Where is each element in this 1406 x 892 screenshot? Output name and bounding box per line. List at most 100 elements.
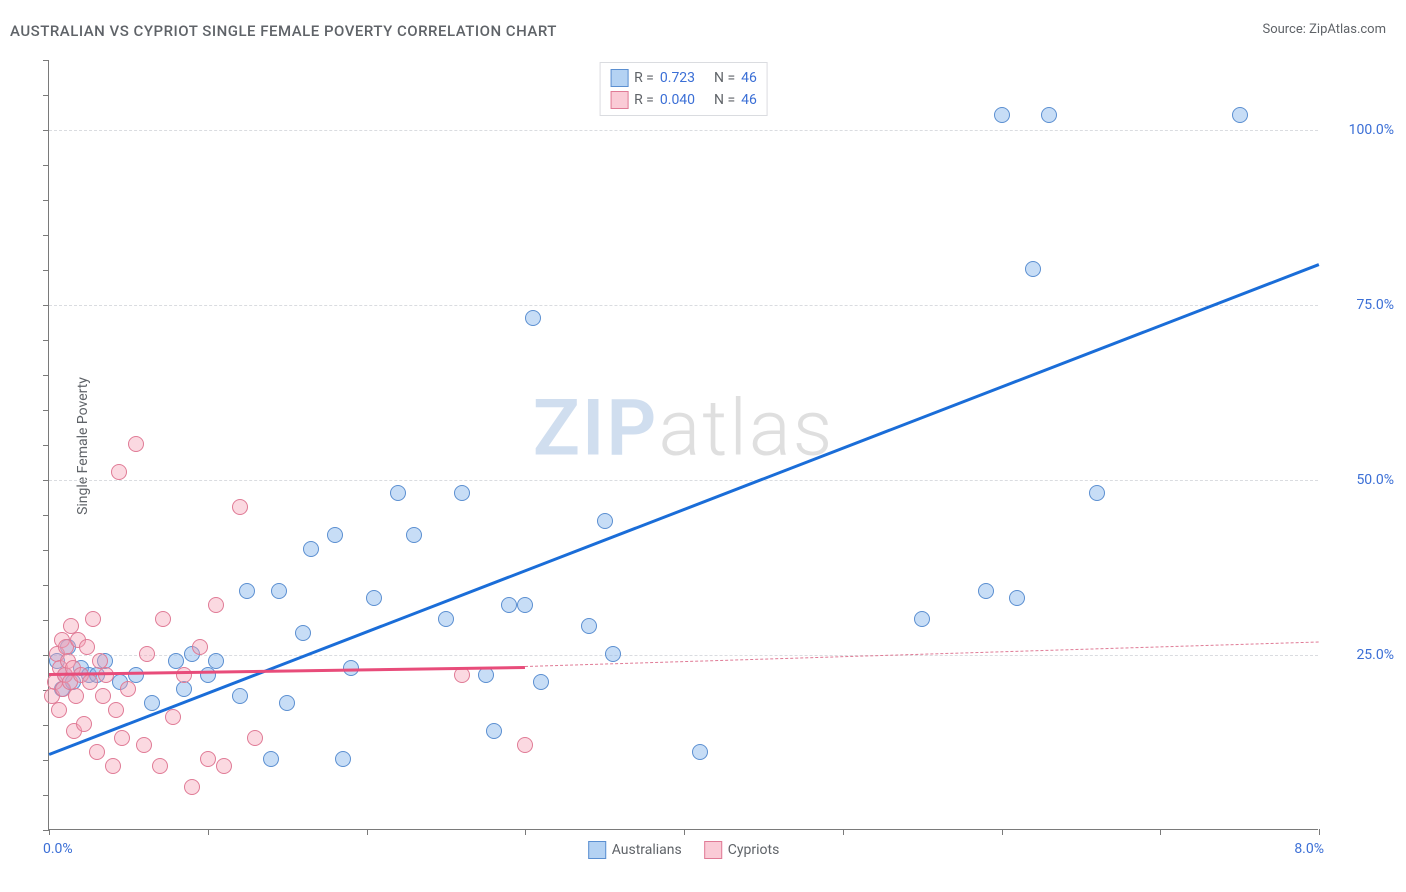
data-point-cypriots [155,611,171,627]
n-value-australians: 46 [741,70,757,86]
y-tick [43,305,49,306]
y-tick [43,620,49,621]
y-tick [43,165,49,166]
data-point-cypriots [208,597,224,613]
data-point-cypriots [232,499,248,515]
chart-title: AUSTRALIAN VS CYPRIOT SINGLE FEMALE POVE… [10,22,557,40]
legend-correlation: R = 0.723 N = 46 R = 0.040 N = 46 [599,62,768,116]
data-point-australians [176,681,192,697]
watermark-zip: ZIP [533,384,659,475]
data-point-australians [295,625,311,641]
x-label-max: 8.0% [1294,841,1324,857]
data-point-australians [200,667,216,683]
legend-label-cypriots: Cypriots [728,842,780,858]
n-label: N = [714,70,735,86]
data-point-australians [517,597,533,613]
gridline-h [49,655,1318,656]
y-tick [43,375,49,376]
legend-label-australians: Australians [612,842,682,858]
data-point-australians [1025,261,1041,277]
data-point-australians [144,695,160,711]
y-tick-label: 50.0% [1334,472,1394,488]
swatch-blue-icon [588,841,606,859]
x-tick [684,829,685,835]
y-tick [43,130,49,131]
data-point-australians [239,583,255,599]
x-tick [1319,829,1320,835]
gridline-h [49,305,1318,306]
x-tick [367,829,368,835]
data-point-australians [978,583,994,599]
trendline-extrapolated [525,641,1319,666]
n-value-cypriots: 46 [741,92,757,108]
data-point-cypriots [165,709,181,725]
data-point-cypriots [108,702,124,718]
data-point-cypriots [517,737,533,753]
y-tick [43,410,49,411]
y-tick [43,235,49,236]
data-point-cypriots [85,611,101,627]
data-point-australians [366,590,382,606]
legend-item-cypriots: Cypriots [704,841,780,859]
legend-item-australians: Australians [588,841,682,859]
data-point-australians [454,485,470,501]
data-point-cypriots [105,758,121,774]
data-point-australians [1232,107,1248,123]
gridline-h [49,130,1318,131]
data-point-australians [597,513,613,529]
y-tick [43,760,49,761]
y-tick-label: 75.0% [1334,297,1394,313]
data-point-cypriots [216,758,232,774]
chart-container: AUSTRALIAN VS CYPRIOT SINGLE FEMALE POVE… [0,0,1406,892]
data-point-australians [1009,590,1025,606]
data-point-cypriots [95,688,111,704]
data-point-australians [692,744,708,760]
watermark: ZIPatlas [533,384,834,475]
data-point-australians [994,107,1010,123]
data-point-australians [303,541,319,557]
x-tick [1160,829,1161,835]
data-point-cypriots [68,688,84,704]
y-tick [43,480,49,481]
x-tick [525,829,526,835]
data-point-australians [478,667,494,683]
y-tick-label: 25.0% [1334,647,1394,663]
x-tick [843,829,844,835]
source-label: Source: ZipAtlas.com [1262,22,1386,37]
legend-series: Australians Cypriots [588,841,780,859]
data-point-cypriots [152,758,168,774]
y-tick [43,550,49,551]
y-tick-label: 100.0% [1334,122,1394,138]
y-tick [43,270,49,271]
y-tick [43,725,49,726]
y-tick [43,585,49,586]
data-point-cypriots [128,436,144,452]
data-point-australians [486,723,502,739]
y-tick [43,445,49,446]
data-point-cypriots [89,744,105,760]
data-point-australians [1089,485,1105,501]
data-point-australians [605,646,621,662]
data-point-cypriots [176,667,192,683]
data-point-australians [406,527,422,543]
data-point-australians [438,611,454,627]
data-point-australians [327,527,343,543]
data-point-cypriots [120,681,136,697]
legend-row-cypriots: R = 0.040 N = 46 [610,89,757,111]
data-point-australians [533,674,549,690]
data-point-australians [581,618,597,634]
data-point-australians [1041,107,1057,123]
data-point-cypriots [76,716,92,732]
data-point-cypriots [184,779,200,795]
data-point-australians [271,583,287,599]
r-label: R = [634,70,654,86]
data-point-cypriots [114,730,130,746]
data-point-cypriots [79,639,95,655]
data-point-cypriots [247,730,263,746]
swatch-pink-icon [704,841,722,859]
legend-row-australians: R = 0.723 N = 46 [610,67,757,89]
data-point-australians [501,597,517,613]
data-point-australians [335,751,351,767]
data-point-cypriots [98,667,114,683]
data-point-cypriots [136,737,152,753]
